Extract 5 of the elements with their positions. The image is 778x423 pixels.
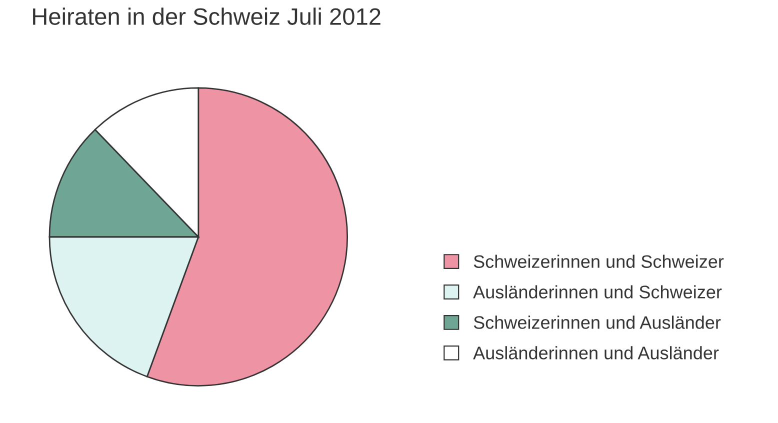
legend-label: Schweizerinnen und Ausländer: [474, 316, 721, 329]
legend-label: Ausländerinnen und Ausländer: [473, 346, 719, 360]
chart-title: Heiraten in der Schweiz Juli 2012: [33, 8, 380, 25]
legend-label: Ausländerinnen und Schweizer: [473, 285, 722, 298]
legend-label: Schweizerinnen und Schweizer: [474, 254, 724, 268]
